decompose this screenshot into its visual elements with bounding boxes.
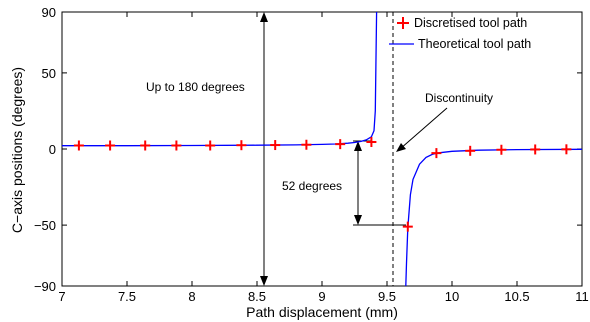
x-axis-title: Path displacement (mm) — [246, 304, 398, 320]
legend-label-theoretical: Theoretical tool path — [418, 37, 531, 51]
series-theoretical-line — [405, 148, 583, 287]
series-discretised-point — [335, 139, 346, 150]
x-tick-label: 7.5 — [118, 289, 136, 304]
y-tick-label: 50 — [42, 66, 56, 81]
ticks-layer: 7 7.5 8 8.5 9 9.5 10 10.5 11 −90 −50 0 50 90 — [34, 5, 589, 304]
series-discretised-point — [205, 140, 216, 151]
x-tick-label: 9 — [318, 289, 325, 304]
range-52-arrowhead-bottom — [354, 215, 362, 225]
series-discretised-point — [73, 140, 84, 151]
label-52-degrees: 52 degrees — [282, 179, 342, 193]
x-tick-label: 9.5 — [378, 289, 396, 304]
series-discretised-point — [270, 140, 281, 151]
range-180-arrowhead-bottom — [260, 276, 268, 286]
legend: Discretised tool path Theoretical tool p… — [389, 16, 531, 51]
legend-marker-discretised — [397, 17, 409, 29]
x-tick-label: 8.5 — [248, 289, 266, 304]
series-discretised-point — [402, 221, 413, 232]
range-180-arrowhead-top — [260, 12, 268, 22]
series-theoretical-line — [62, 11, 378, 147]
series-discretised-point — [171, 140, 182, 151]
series-discretised-point — [496, 144, 507, 155]
label-up-to-180: Up to 180 degrees — [146, 80, 245, 94]
label-discontinuity: Discontinuity — [425, 91, 493, 105]
y-tick-label: 90 — [42, 5, 56, 20]
series-discretised-point — [301, 139, 312, 150]
legend-label-discretised: Discretised tool path — [414, 16, 527, 30]
y-axis-title: C−axis positions (degrees) — [9, 67, 25, 233]
x-tick-label: 8 — [188, 289, 195, 304]
annotation-layer: Up to 180 degrees 52 degrees Discontinui… — [146, 11, 493, 287]
series-discretised-point — [465, 145, 476, 156]
x-tick-label: 10.5 — [504, 289, 529, 304]
y-tick-label: −50 — [34, 218, 56, 233]
series-discretised-point — [105, 140, 116, 151]
discontinuity-arrowhead — [396, 143, 406, 152]
series-discretised-point — [530, 144, 541, 155]
x-tick-label: 10 — [445, 289, 459, 304]
series-discretised-point — [140, 140, 151, 151]
x-tick-label: 7 — [58, 289, 65, 304]
y-tick-label: 0 — [49, 142, 56, 157]
series-layer — [62, 11, 583, 287]
series-discretised-point — [561, 144, 572, 155]
series-discretised-point — [431, 148, 442, 159]
discontinuity-arrow — [399, 107, 448, 150]
x-tick-label: 11 — [575, 289, 589, 304]
series-discretised-point — [236, 140, 247, 151]
y-tick-label: −90 — [34, 279, 56, 294]
range-52-arrowhead-top — [354, 141, 362, 151]
series-discretised-point — [366, 136, 377, 147]
